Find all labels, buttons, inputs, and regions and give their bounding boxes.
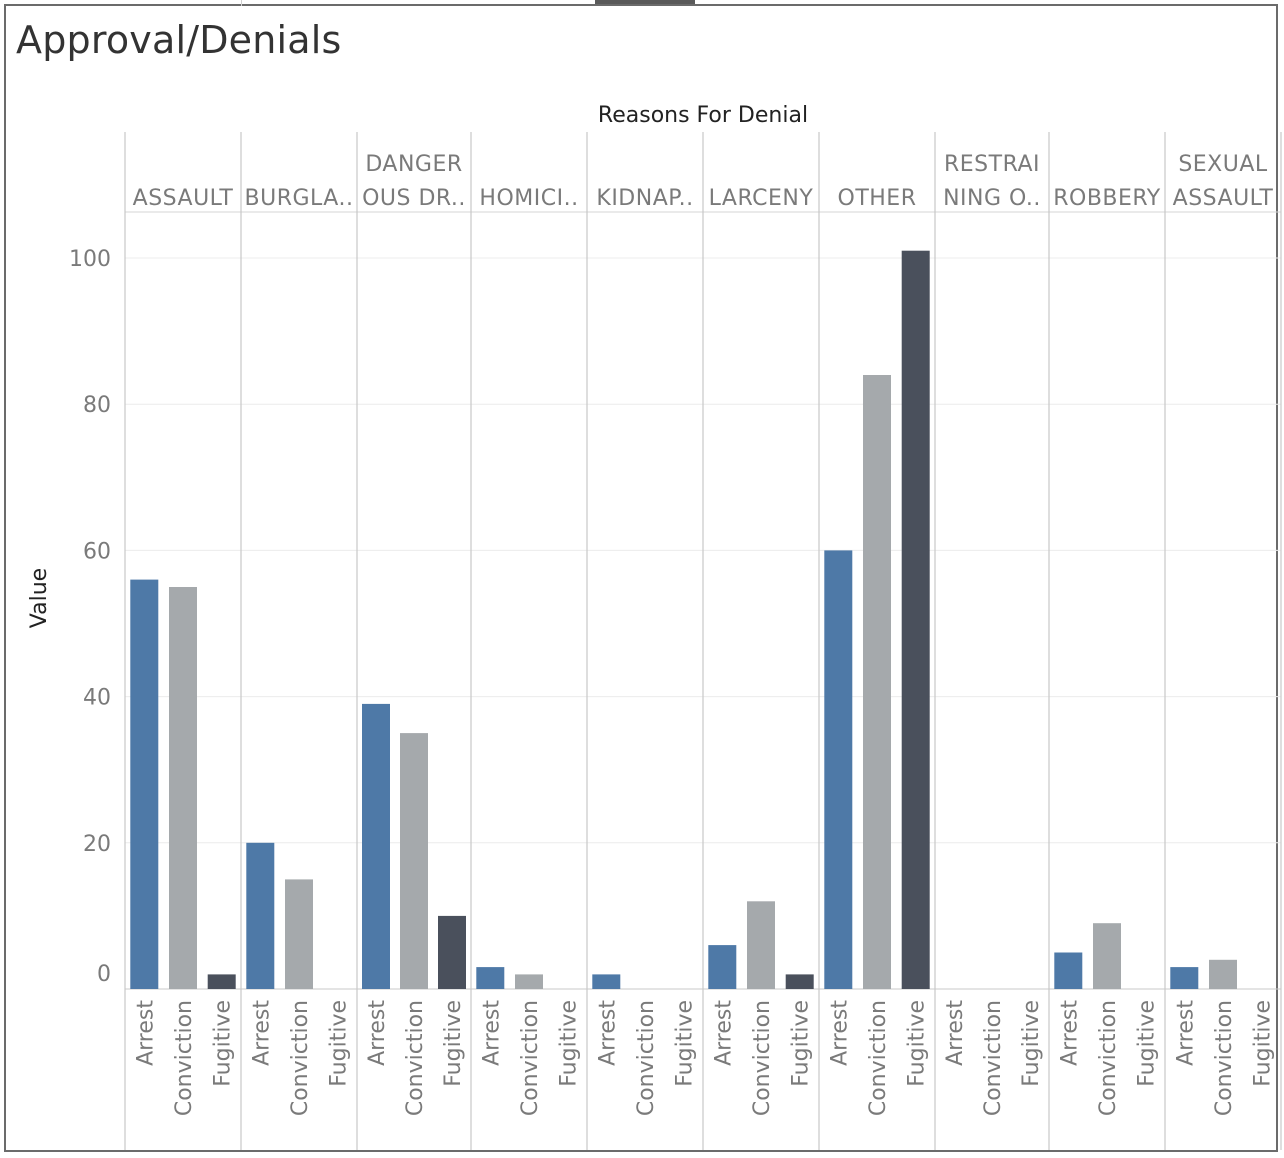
x-tick-label: Fugitive [1019,1000,1044,1087]
bar [901,250,930,989]
y-tick-label: 20 [83,832,111,857]
bar [747,901,775,989]
bar [246,842,275,989]
bar [476,967,505,989]
x-tick-label: Conviction [288,1000,313,1116]
bar [708,945,737,989]
bar [207,974,236,989]
bar [285,879,313,989]
x-tick-label: Fugitive [327,1000,352,1087]
dashboard-frame [4,4,1278,1152]
x-tick-label: Fugitive [1251,1000,1276,1087]
category-header-label: RESTRAI [944,152,1040,177]
column-header: Reasons For Denial [598,103,808,128]
x-tick-label: Conviction [866,1000,891,1116]
x-tick-label: Fugitive [905,1000,930,1087]
category-header-label: SEXUAL [1178,152,1268,177]
x-tick-label: Conviction [750,1000,775,1116]
x-tick-label: Arrest [711,1000,736,1066]
dashboard-title: Approval/Denials [16,18,342,62]
category-header-label: ASSAULT [133,186,234,211]
category-header-label: NING O.. [943,186,1041,211]
x-tick-label: Fugitive [673,1000,698,1087]
x-tick-label: Conviction [403,1000,428,1116]
top-divider [241,0,242,6]
category-header-label: DANGER [365,152,462,177]
x-tick-label: Conviction [634,1000,659,1116]
x-tick-label: Arrest [943,1000,968,1066]
category-header-label: ROBBERY [1053,186,1161,211]
x-tick-label: Fugitive [557,1000,582,1087]
bar [515,974,543,989]
y-axis-title: Value [27,568,52,628]
x-tick-label: Conviction [981,1000,1006,1116]
bar [1093,923,1121,989]
category-header-label: BURGLA.. [245,186,354,211]
x-tick-label: Fugitive [441,1000,466,1087]
x-tick-label: Conviction [518,1000,543,1116]
category-header-label: KIDNAP.. [596,186,693,211]
bar [785,974,814,989]
x-tick-label: Conviction [1212,1000,1237,1116]
y-tick-label: 100 [69,247,111,272]
bar [824,550,853,989]
x-tick-label: Conviction [172,1000,197,1116]
x-tick-label: Fugitive [789,1000,814,1087]
bar [400,733,428,989]
top-tab-indicator[interactable] [595,0,695,4]
bar [592,974,621,989]
x-tick-label: Conviction [1096,1000,1121,1116]
x-tick-label: Arrest [1173,1000,1198,1066]
bar [130,579,159,989]
category-header-label: LARCENY [709,186,814,211]
x-tick-label: Arrest [133,1000,158,1066]
x-tick-label: Arrest [827,1000,852,1066]
category-header-label: OUS DR.. [362,186,466,211]
bar [438,915,466,989]
bar [1054,952,1083,989]
x-tick-label: Arrest [249,1000,274,1066]
y-tick-label: 40 [83,686,111,711]
x-tick-label: Fugitive [1135,1000,1160,1087]
bar [863,375,891,989]
x-tick-label: Arrest [365,1000,390,1066]
bar [362,703,390,989]
bar [169,587,197,989]
y-tick-label: 0 [97,962,111,987]
category-header-label: OTHER [838,186,917,211]
y-tick-label: 80 [83,393,111,418]
bar [1209,959,1237,989]
y-tick-label: 60 [83,539,111,564]
x-tick-label: Arrest [595,1000,620,1066]
category-header-label: ASSAULT [1173,186,1274,211]
category-header-label: HOMICI.. [479,186,578,211]
x-tick-label: Arrest [1057,1000,1082,1066]
x-tick-label: Arrest [479,1000,504,1066]
bar [1170,967,1199,989]
x-tick-label: Fugitive [211,1000,236,1087]
